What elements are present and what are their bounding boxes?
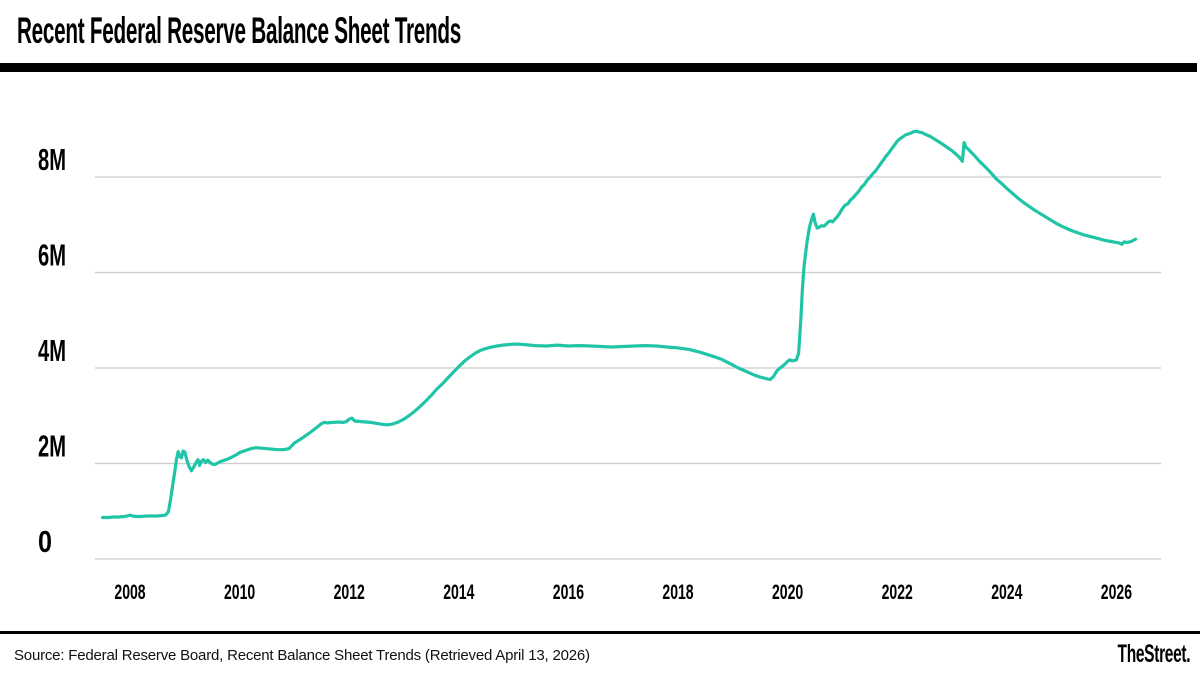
x-tick-label: 2020	[772, 581, 803, 604]
balance-sheet-line-chart: 0 2M 4M 6M 8M 2008 2010 2012 2014 2016 2018 2020 202…	[38, 129, 1161, 604]
footer-divider	[0, 631, 1200, 634]
y-tick-label: 2M	[38, 429, 66, 464]
y-tick-label: 0	[38, 524, 52, 559]
y-tick-label: 6M	[38, 238, 66, 273]
source-attribution: Source: Federal Reserve Board, Recent Ba…	[14, 647, 590, 664]
x-tick-label: 2008	[114, 581, 145, 604]
x-tick-label: 2022	[882, 581, 913, 604]
x-tick-label: 2018	[662, 581, 693, 604]
title-rule	[0, 63, 1197, 72]
x-tick-label: 2012	[334, 581, 365, 604]
data-line-total-assets	[100, 129, 1138, 520]
chart-area: 0 2M 4M 6M 8M 2008 2010 2012 2014 2016 2018 2020 202…	[0, 90, 1200, 631]
x-tick-label: 2024	[991, 581, 1022, 604]
x-tick-label: 2026	[1101, 581, 1132, 604]
y-tick-labels: 0 2M 4M 6M 8M	[38, 142, 66, 559]
x-tick-label: 2014	[443, 581, 474, 604]
y-tick-label: 8M	[38, 142, 66, 177]
thestreet-logo: TheStreet.	[1117, 640, 1190, 668]
x-tick-label: 2010	[224, 581, 255, 604]
page-title: Recent Federal Reserve Balance Sheet Tre…	[17, 10, 462, 51]
y-tick-label: 4M	[38, 333, 66, 368]
x-tick-labels: 2008 2010 2012 2014 2016 2018 2020 2022 2024 2026	[114, 581, 1132, 604]
x-tick-label: 2016	[553, 581, 584, 604]
y-gridlines	[95, 176, 1161, 560]
